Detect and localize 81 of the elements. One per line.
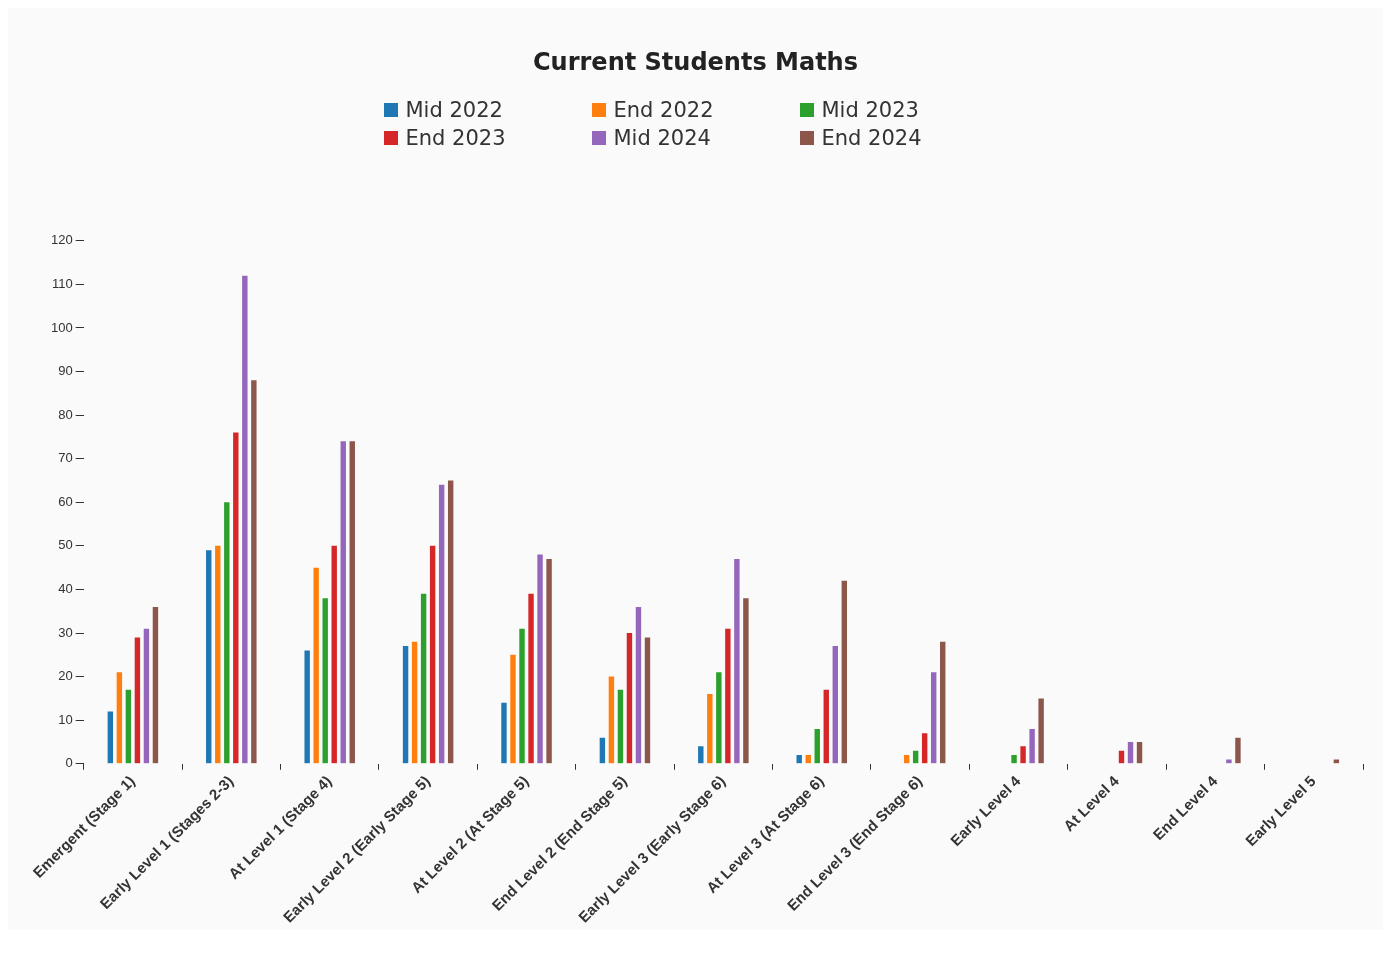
legend-label: End 2024 (821, 126, 922, 150)
bar (152, 606, 159, 764)
bar (698, 746, 704, 764)
y-tick-label: 100 (50, 319, 73, 335)
bar (116, 672, 123, 764)
bar (921, 733, 928, 764)
bar (832, 646, 838, 764)
bar (1011, 755, 1017, 764)
bar (438, 484, 445, 764)
legend-label: End 2023 (405, 126, 506, 150)
bar (501, 702, 507, 764)
bar (823, 689, 829, 764)
bar (716, 672, 722, 764)
y-tick-label: 80 (58, 406, 73, 422)
bar (1235, 737, 1241, 764)
bar (841, 580, 848, 764)
bar (242, 275, 248, 764)
bar (206, 550, 212, 764)
bar (725, 628, 731, 764)
bar (1136, 741, 1143, 764)
bar (734, 558, 740, 764)
bar (125, 689, 132, 764)
bar (796, 755, 802, 764)
y-tick-label: 10 (58, 711, 73, 727)
bar (510, 654, 516, 764)
bar (107, 711, 114, 764)
bar (143, 628, 150, 764)
bar (224, 502, 230, 764)
bar (537, 554, 543, 764)
bar (1029, 728, 1035, 764)
bar (519, 628, 525, 764)
y-tick-label: 110 (51, 275, 73, 291)
bar (528, 593, 534, 764)
bar (930, 672, 937, 764)
bar (447, 480, 454, 764)
bar (429, 545, 436, 764)
bar (313, 567, 319, 764)
bar (1333, 759, 1340, 764)
y-tick-label: 0 (65, 755, 73, 771)
bar (322, 598, 328, 764)
bar (1038, 698, 1044, 764)
bar (349, 441, 355, 764)
y-tick-label: 120 (50, 232, 73, 248)
bar (1226, 759, 1232, 764)
bar (626, 633, 633, 764)
legend-label: End 2022 (613, 98, 714, 122)
bar (617, 689, 624, 764)
bar (635, 606, 642, 764)
legend-label: Mid 2022 (405, 98, 503, 122)
bar (402, 646, 409, 764)
bar (215, 545, 221, 764)
bar (599, 737, 606, 764)
legend-label: Mid 2024 (613, 126, 711, 150)
bar (134, 637, 141, 764)
bar (420, 593, 427, 764)
bar (814, 728, 820, 764)
bar (546, 558, 552, 764)
bar (1127, 741, 1134, 764)
y-tick-label: 40 (58, 581, 73, 597)
bar (1020, 746, 1026, 764)
bar (304, 650, 310, 764)
bar (940, 641, 946, 764)
bar (233, 432, 239, 764)
bar (743, 598, 749, 764)
bar (331, 545, 337, 764)
bar (608, 676, 615, 764)
legend-label: Mid 2023 (821, 98, 919, 122)
bar (903, 755, 910, 764)
y-tick-label: 30 (58, 624, 73, 640)
y-tick-label: 50 (58, 537, 73, 553)
y-tick-label: 70 (58, 450, 73, 466)
bar (707, 694, 713, 764)
y-tick-label: 60 (58, 493, 73, 509)
bar (340, 441, 346, 764)
chart-title: Current Students Maths (532, 47, 859, 76)
bar (411, 641, 418, 764)
y-tick-label: 90 (58, 363, 73, 379)
y-tick-label: 20 (58, 668, 73, 684)
bar (805, 755, 811, 764)
bar (251, 380, 257, 764)
bar (644, 637, 651, 764)
